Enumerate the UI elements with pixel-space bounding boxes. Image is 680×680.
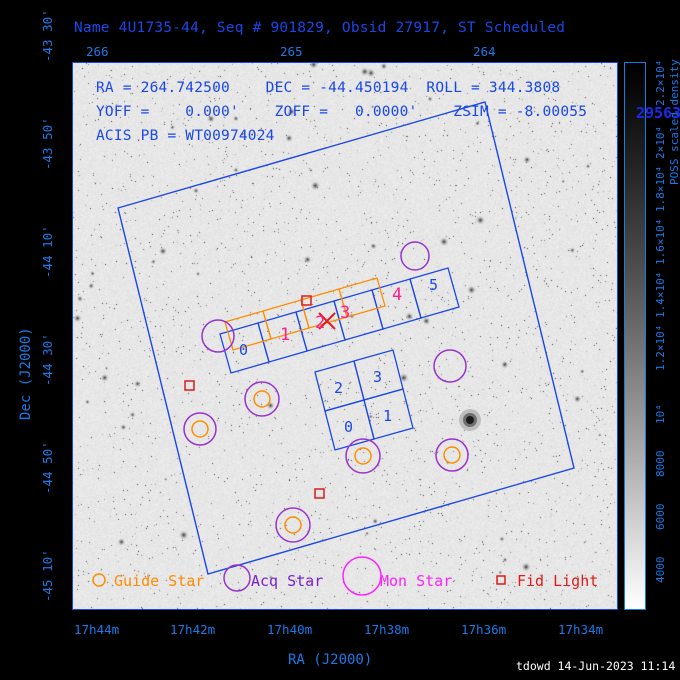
colorbar-tick-0: 4000 [654, 556, 667, 583]
param-line-ra-dec-roll: RA = 264.742500 DEC = -44.450194 ROLL = … [96, 80, 561, 96]
x-axis-title: RA (J2000) [288, 652, 373, 668]
legend-fid-light-label: Fid Light [517, 572, 598, 590]
colorbar-title: POSS scaled density [668, 59, 680, 185]
left-axis-tick-3: -44 30' [40, 333, 55, 386]
legend-guide-star-label: Guide Star [114, 572, 204, 590]
colorbar-tick-1: 6000 [654, 503, 667, 530]
colorbar-tick-7: 1.8×10⁴ [654, 165, 667, 213]
x-axis-tick-4: 17h36m [461, 622, 507, 637]
left-axis-tick-1: -43 50' [40, 117, 55, 170]
image-border [72, 62, 618, 610]
param-line-yoff-zoff-zsim: YOFF = 0.000' ZOFF = 0.0000' ZSIM = -8.0… [96, 104, 588, 120]
top-axis-tick-1: 265 [280, 44, 303, 59]
colorbar-tick-6: 1.6×10⁴ [654, 218, 667, 266]
colorbar-tick-5: 1.4×10⁴ [654, 271, 667, 319]
colorbar-tick-8: 2×10⁴ [654, 126, 667, 160]
x-axis-tick-1: 17h42m [170, 622, 216, 637]
param-line-acis-pb: ACIS PB = WT00974024 [96, 128, 275, 144]
legend-guide-star-icon [92, 573, 106, 587]
legend-fid-light-icon [496, 575, 506, 585]
top-axis-tick-0: 266 [86, 44, 109, 59]
left-axis-tick-0: -43 30' [40, 9, 55, 62]
legend-acq-star-icon [223, 564, 251, 592]
sky-image: RA = 264.742500 DEC = -44.450194 ROLL = … [72, 62, 618, 610]
x-axis-tick-0: 17h44m [74, 622, 120, 637]
left-axis-tick-2: -44 10' [40, 225, 55, 278]
left-axis-tick-4: -44 50' [40, 441, 55, 494]
colorbar-tick-2: 8000 [654, 450, 667, 477]
legend-mon-star-label: Mon Star [380, 572, 452, 590]
legend: Guide Star Acq Star Mon Star Fid Light [92, 556, 598, 596]
top-axis-tick-2: 264 [473, 44, 496, 59]
colorbar [624, 62, 646, 610]
left-axis-tick-5: -45 10' [40, 549, 55, 602]
x-axis-tick-2: 17h40m [267, 622, 313, 637]
x-axis-tick-3: 17h38m [364, 622, 410, 637]
colorbar-tick-9: 2.2×10⁴ [654, 59, 667, 107]
legend-acq-star-label: Acq Star [251, 572, 323, 590]
footer-timestamp: tdowd 14-Jun-2023 11:14 [516, 659, 676, 673]
x-axis-tick-5: 17h34m [558, 622, 604, 637]
colorbar-overlay-value: 29563 [636, 104, 680, 122]
page-title: Name 4U1735-44, Seq # 901829, Obsid 2791… [74, 20, 566, 36]
legend-mon-star-icon [342, 556, 382, 596]
colorbar-tick-4: 1.2×10⁴ [654, 324, 667, 372]
colorbar-tick-3: 10⁴ [654, 404, 667, 425]
y-axis-title: Dec (J2000) [18, 327, 34, 420]
